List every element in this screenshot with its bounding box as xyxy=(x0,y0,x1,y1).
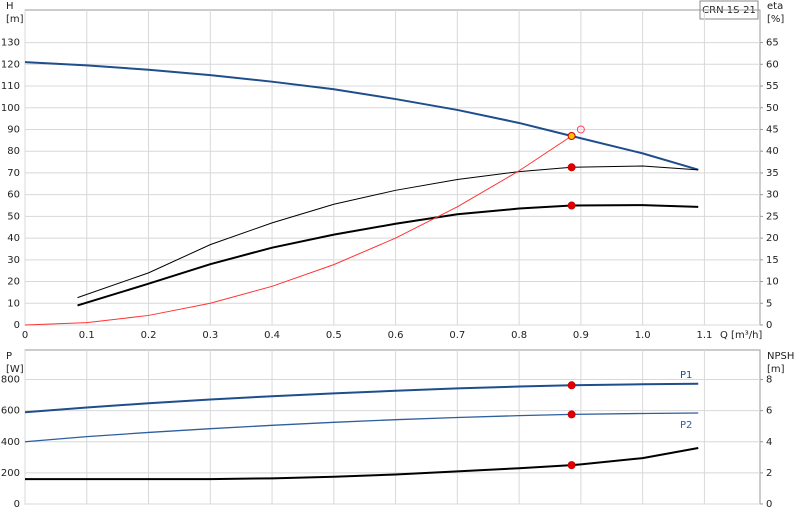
y2-tick-label: 0 xyxy=(766,320,772,331)
y2-tick-label: 65 xyxy=(766,38,779,49)
y2-tick-label: 15 xyxy=(766,255,779,266)
y2-tick-label: 30 xyxy=(766,190,779,201)
y-tick-label: 10 xyxy=(7,298,20,309)
y-tick-label: 120 xyxy=(1,59,20,70)
y-tick-label: 110 xyxy=(1,81,20,92)
y-label: H xyxy=(6,1,14,12)
curve xyxy=(24,412,699,443)
curve xyxy=(24,382,699,414)
y-tick-label: 80 xyxy=(7,146,20,157)
y-tick-label: 600 xyxy=(1,406,20,417)
x-tick-label: 0.1 xyxy=(79,330,95,341)
duty-point xyxy=(567,201,576,210)
y2-tick-label: 6 xyxy=(766,406,772,417)
y2-tick-label: 35 xyxy=(766,168,779,179)
y2-label: [m] xyxy=(767,364,785,375)
x-tick-label: 0.6 xyxy=(388,330,404,341)
duty-point xyxy=(567,461,576,470)
series-label: P1 xyxy=(680,370,692,381)
y-label: [W] xyxy=(6,364,24,375)
y2-tick-label: 10 xyxy=(766,277,779,288)
y-tick-label: 200 xyxy=(1,468,20,479)
x-tick-label: 0.2 xyxy=(141,330,157,341)
y-tick-label: 20 xyxy=(7,277,20,288)
curve xyxy=(24,135,572,326)
y-tick-label: 0 xyxy=(14,320,20,331)
x-tick-label: 0.8 xyxy=(511,330,527,341)
y-label: [m] xyxy=(6,14,24,25)
y2-tick-label: 8 xyxy=(766,375,772,386)
x-label: Q [m³/h] xyxy=(720,330,762,341)
duty-point xyxy=(567,163,576,172)
y2-tick-label: 2 xyxy=(766,468,772,479)
y2-label: [%] xyxy=(767,14,784,25)
x-tick-label: 0 xyxy=(22,330,28,341)
y2-label: eta xyxy=(767,1,783,12)
y-tick-label: 90 xyxy=(7,124,20,135)
y-tick-label: 400 xyxy=(1,437,20,448)
duty-point xyxy=(567,381,576,390)
duty-point xyxy=(567,410,576,419)
y2-tick-label: 0 xyxy=(766,499,772,510)
y2-tick-label: 45 xyxy=(766,124,779,135)
x-tick-label: 0.3 xyxy=(202,330,218,341)
x-tick-label: 0.7 xyxy=(449,330,465,341)
x-tick-label: 0.5 xyxy=(326,330,342,341)
y-label: P xyxy=(6,351,12,362)
series-label: P2 xyxy=(680,420,692,431)
y2-tick-label: 4 xyxy=(766,437,772,448)
x-tick-label: 1.0 xyxy=(635,330,651,341)
y2-tick-label: 5 xyxy=(766,298,772,309)
y-tick-label: 60 xyxy=(7,190,20,201)
curve xyxy=(24,61,699,171)
y2-label: NPSH xyxy=(767,351,794,362)
y2-tick-label: 60 xyxy=(766,59,779,70)
curve xyxy=(77,165,699,299)
x-tick-label: 1.1 xyxy=(696,330,712,341)
y-tick-label: 130 xyxy=(1,38,20,49)
y-tick-label: 70 xyxy=(7,168,20,179)
x-tick-label: 0.9 xyxy=(573,330,589,341)
y-tick-label: 0 xyxy=(14,499,20,510)
y2-tick-label: 55 xyxy=(766,81,779,92)
duty-point xyxy=(567,132,576,140)
curve xyxy=(77,204,699,307)
y-tick-label: 30 xyxy=(7,255,20,266)
y-tick-label: 40 xyxy=(7,233,20,244)
duty-point xyxy=(576,125,585,134)
curve xyxy=(25,447,699,481)
y2-tick-label: 25 xyxy=(766,211,779,222)
x-tick-label: 0.4 xyxy=(264,330,280,341)
y-tick-label: 50 xyxy=(7,211,20,222)
y2-tick-label: 50 xyxy=(766,103,779,114)
y-tick-label: 100 xyxy=(1,103,20,114)
y2-tick-label: 40 xyxy=(766,146,779,157)
y2-tick-label: 20 xyxy=(766,233,779,244)
y-tick-label: 800 xyxy=(1,375,20,386)
